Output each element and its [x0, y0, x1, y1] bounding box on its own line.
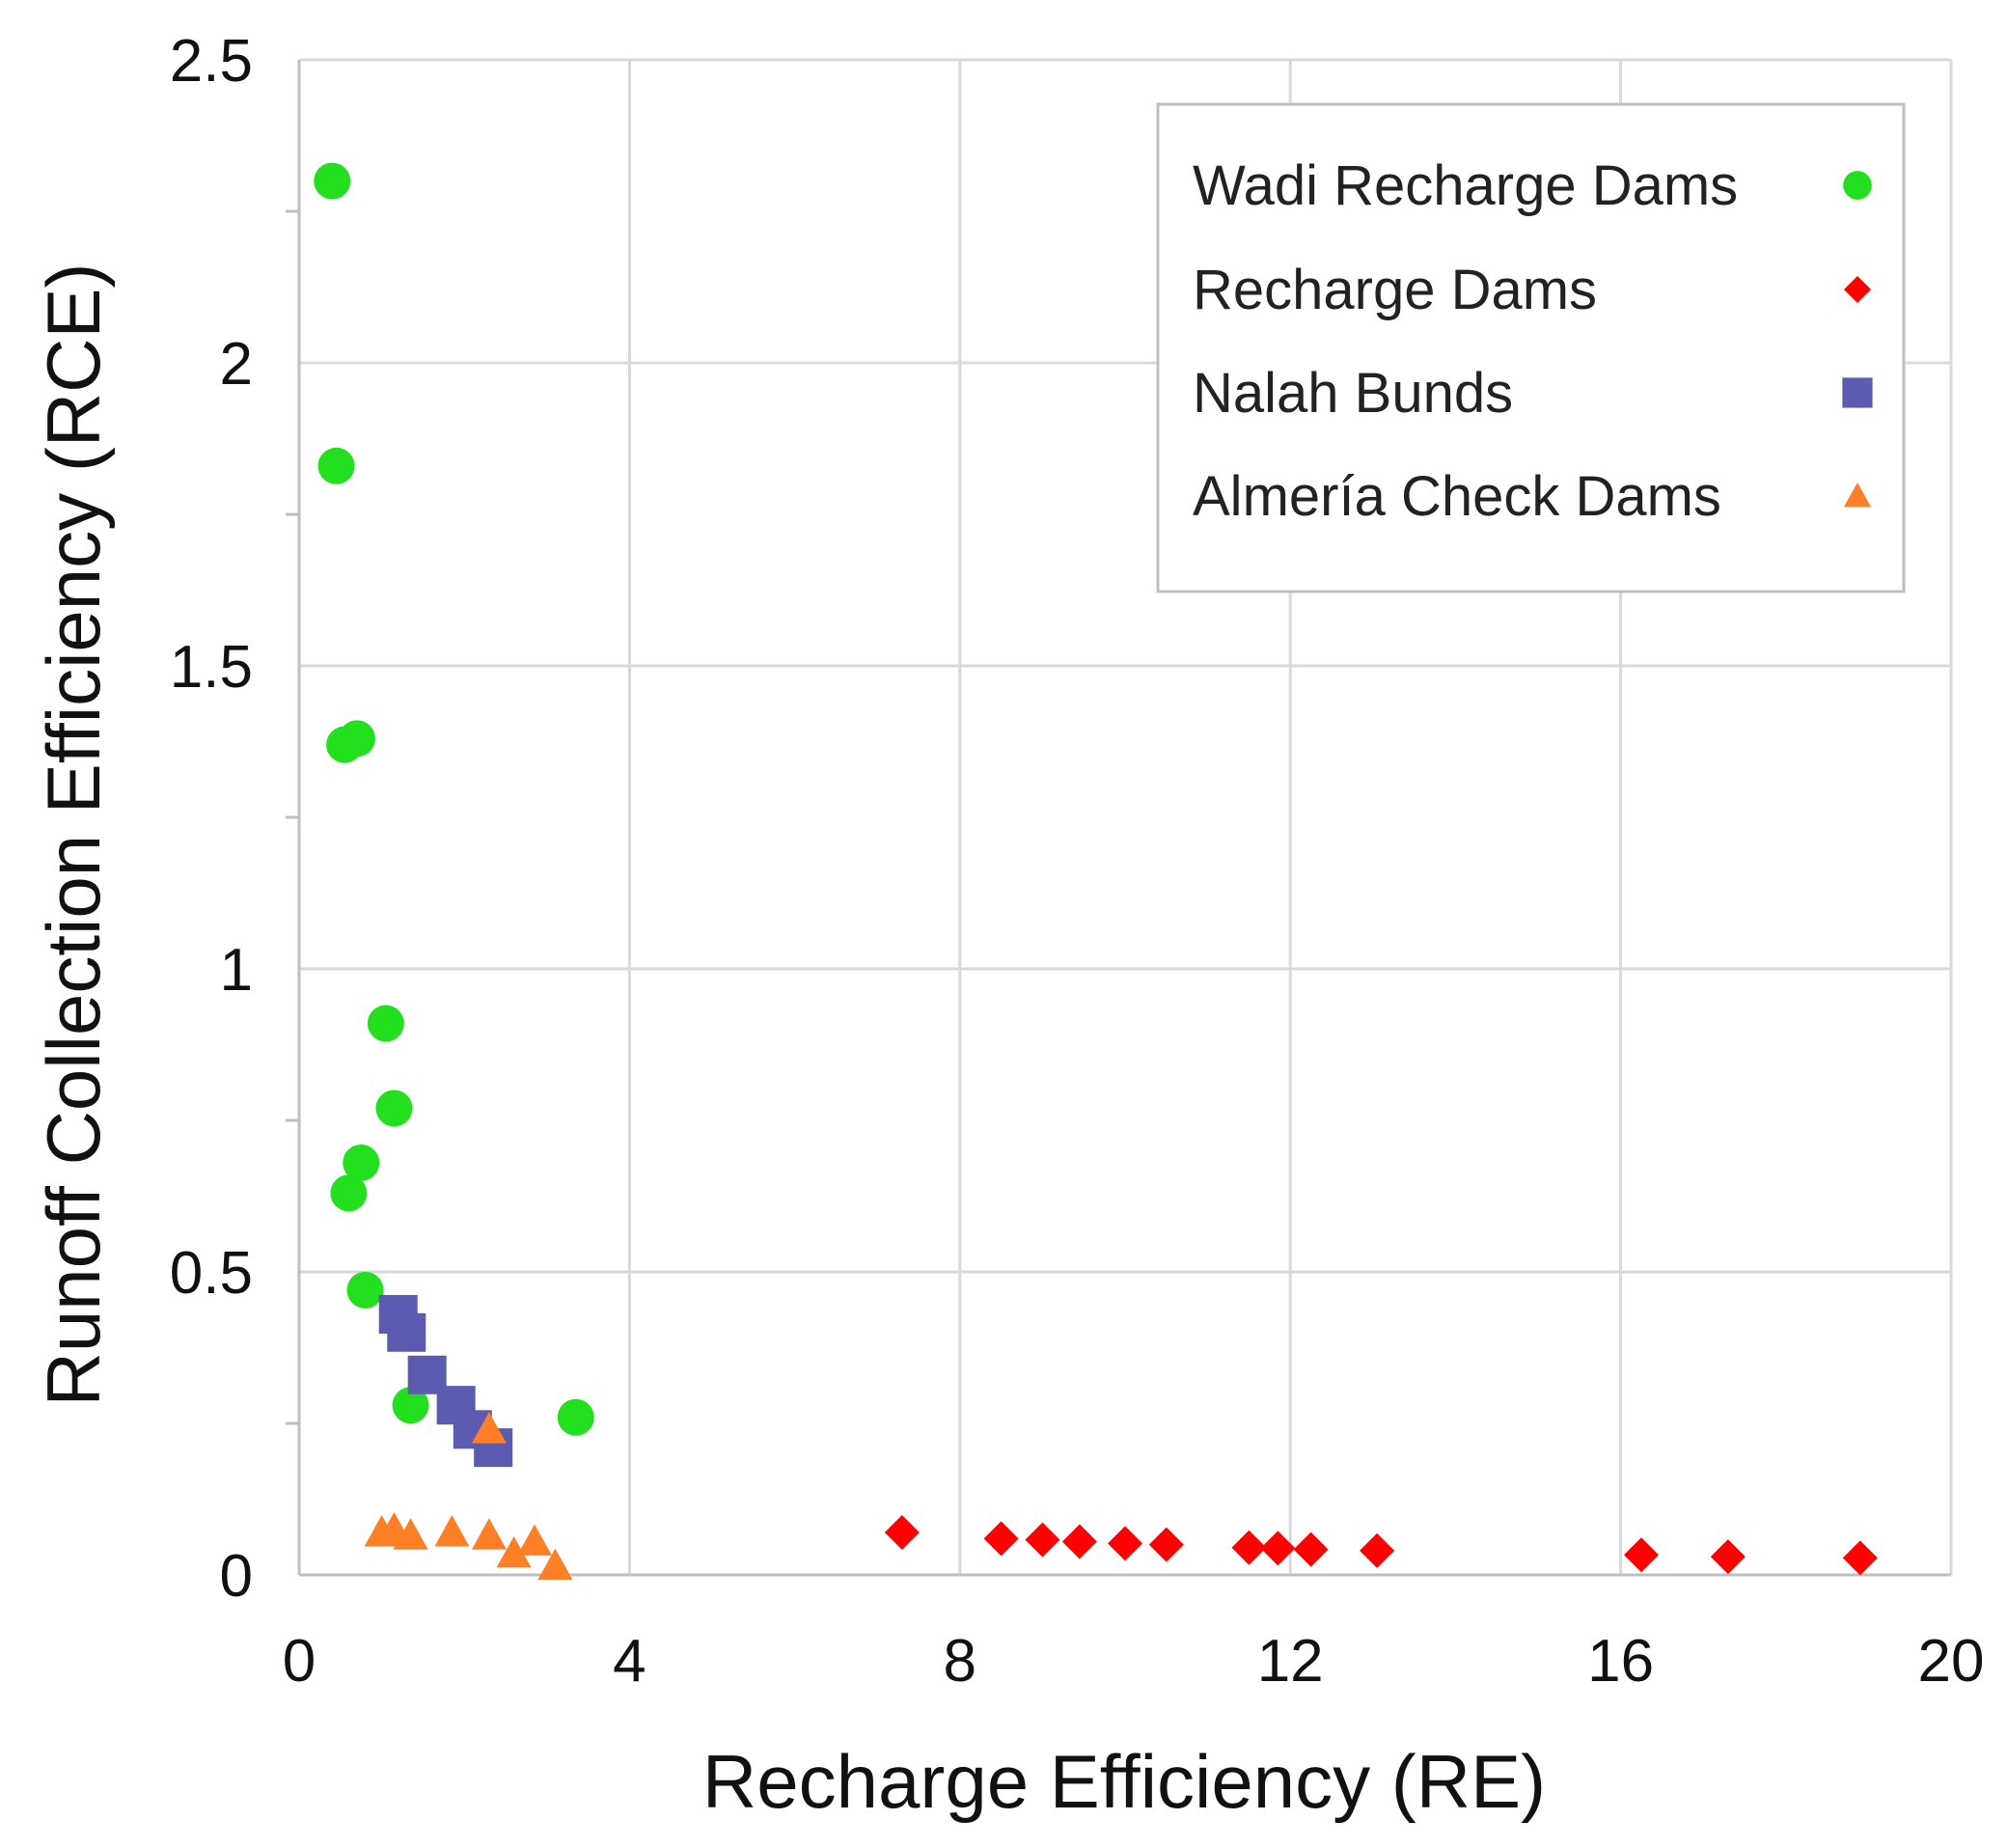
- x-tick-label: 8: [944, 1628, 976, 1695]
- legend-marker-nalah-bunds: [1842, 377, 1873, 408]
- data-points: [314, 162, 1878, 1580]
- almer-a-check-dams-point: [434, 1515, 470, 1547]
- y-tick-label: 2: [220, 331, 253, 398]
- axes: 0 4 8 12 16 20 0 0.5 1 1.5 2 2.5: [170, 28, 1985, 1695]
- wadi-recharge-dams-point: [346, 1271, 384, 1309]
- recharge-dams-point: [1293, 1531, 1329, 1567]
- recharge-dams-point: [1360, 1532, 1395, 1568]
- x-tick-label: 20: [1918, 1628, 1985, 1695]
- almer-a-check-dams-point: [537, 1548, 573, 1580]
- wadi-recharge-dams-point: [330, 1174, 368, 1212]
- legend-label-nalah-bunds: Nalah Bunds: [1193, 362, 1513, 425]
- almer-a-check-dams-point: [393, 1518, 428, 1550]
- recharge-dams-point: [1842, 1540, 1878, 1576]
- legend-label-recharge-dams: Recharge Dams: [1193, 259, 1597, 321]
- wadi-recharge-dams-point: [317, 447, 355, 484]
- almer-a-check-dams-point: [471, 1412, 507, 1444]
- legend-marker-almer-a-check-dams: [1843, 482, 1872, 508]
- recharge-dams-point: [1108, 1526, 1142, 1561]
- y-tick-label: 1: [220, 937, 253, 1004]
- x-tick-label: 12: [1257, 1628, 1324, 1695]
- wadi-recharge-dams-point: [557, 1398, 594, 1436]
- recharge-dams-point: [1148, 1527, 1184, 1562]
- recharge-dams-point: [1231, 1530, 1267, 1565]
- wadi-recharge-dams-point: [314, 162, 351, 200]
- legend: Wadi Recharge Dams Recharge Dams Nalah Bun…: [1156, 102, 1906, 593]
- y-tick-label: 2.5: [170, 28, 253, 95]
- wadi-recharge-dams-point: [338, 720, 375, 758]
- legend-label-wadi-recharge-dams: Wadi Recharge Dams: [1193, 154, 1738, 217]
- x-tick-label: 16: [1587, 1628, 1654, 1695]
- wadi-recharge-dams-point: [375, 1089, 413, 1127]
- recharge-dams-point: [1710, 1539, 1746, 1575]
- x-tick-label: 0: [283, 1628, 316, 1695]
- almer-a-check-dams-point: [471, 1518, 507, 1550]
- wadi-recharge-dams-point: [367, 1005, 404, 1042]
- almer-a-check-dams-point: [496, 1536, 532, 1568]
- recharge-dams-point: [1624, 1537, 1659, 1573]
- y-axis-title: Runoff Collection Efficiency (RCE): [31, 263, 116, 1407]
- wadi-recharge-dams-point: [392, 1387, 429, 1424]
- y-tick-label: 0: [220, 1543, 253, 1610]
- x-tick-label: 4: [613, 1628, 646, 1695]
- nalah-bunds-point: [387, 1312, 426, 1352]
- almer-a-check-dams-point: [516, 1524, 552, 1556]
- x-axis-title: Recharge Efficiency (RE): [702, 1739, 1546, 1824]
- y-tick-label: 1.5: [170, 634, 253, 701]
- wadi-recharge-dams-point: [343, 1144, 380, 1181]
- recharge-dams-point: [1025, 1522, 1060, 1558]
- recharge-dams-point: [1061, 1524, 1097, 1559]
- recharge-dams-point: [1260, 1531, 1296, 1566]
- legend-marker-recharge-dams: [1843, 275, 1872, 304]
- recharge-dams-point: [983, 1521, 1019, 1557]
- legend-marker-wadi-recharge-dams: [1843, 171, 1872, 200]
- recharge-dams-point: [884, 1515, 920, 1551]
- legend-label-almer-a-check-dams: Almería Check Dams: [1193, 465, 1721, 528]
- y-tick-label: 0.5: [170, 1240, 253, 1307]
- legend-box: [1156, 102, 1906, 593]
